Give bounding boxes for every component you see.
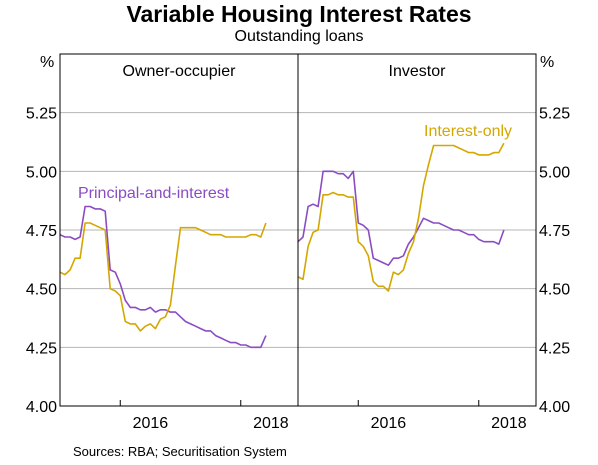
chart-subtitle: Outstanding loans [234, 28, 364, 45]
y-tick-label-left: 4.00 [26, 399, 57, 416]
series-line-investor-interest-only [297, 142, 505, 292]
source-note: Sources: RBA; Securitisation System [73, 444, 287, 459]
x-tick-label: 2016 [133, 415, 169, 432]
y-tick-label-right: 4.50 [539, 282, 570, 299]
panel-title-owner-occupier: Owner-occupier [123, 63, 237, 80]
series-line-investor-principal-and-interest [297, 170, 505, 267]
y-tick-label-left: 5.25 [26, 106, 57, 123]
y-tick-label-right: 5.00 [539, 164, 570, 181]
y-unit-left: % [40, 54, 54, 71]
annotation-principal-and-interest: Principal-and-interest [78, 185, 230, 202]
y-tick-label-left: 4.50 [26, 282, 57, 299]
y-tick-label-left: 5.00 [26, 164, 57, 181]
x-tick-label: 2016 [371, 415, 407, 432]
y-tick-label-right: 5.25 [539, 106, 570, 123]
y-unit-right: % [540, 54, 554, 71]
y-tick-label-right: 4.00 [539, 399, 570, 416]
series-line-owner-occupier-interest-only [59, 222, 267, 332]
y-tick-label-right: 4.25 [539, 340, 570, 357]
annotation-interest-only: Interest-only [424, 123, 512, 140]
series-line-owner-occupier-principal-and-interest [59, 205, 267, 349]
x-tick-label: 2018 [491, 415, 527, 432]
panel-title-investor: Investor [389, 63, 447, 80]
y-tick-label-left: 4.25 [26, 340, 57, 357]
chart-title: Variable Housing Interest Rates [126, 1, 472, 27]
y-tick-label-right: 4.75 [539, 223, 570, 240]
y-tick-label-left: 4.75 [26, 223, 57, 240]
x-tick-label: 2018 [253, 415, 289, 432]
